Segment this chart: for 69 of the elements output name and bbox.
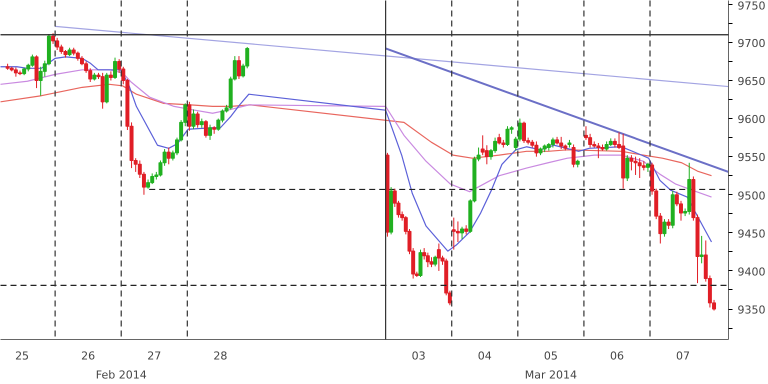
y-tick-label: 9350 <box>738 304 766 317</box>
candlestick <box>38 66 43 96</box>
x-tick-label: 25 <box>15 350 30 362</box>
y-tick-label: 9500 <box>738 189 766 202</box>
candlestick <box>700 235 704 264</box>
candlestick <box>646 162 650 172</box>
x-tick-label: 03 <box>412 350 426 362</box>
candlestick <box>572 144 576 168</box>
candlestick <box>480 134 485 156</box>
candlestick <box>634 156 638 176</box>
candlestick <box>629 154 634 171</box>
candlestick <box>204 120 208 138</box>
candlestick <box>426 252 430 268</box>
candlestick <box>196 111 200 128</box>
line-series <box>0 69 712 198</box>
candlestick <box>187 101 192 132</box>
candlestick <box>433 255 438 267</box>
candlestick <box>236 56 241 80</box>
y-tick-label: 9750 <box>738 0 766 12</box>
candlestick <box>604 140 609 152</box>
candlestick <box>108 70 113 81</box>
candlestick <box>484 144 489 165</box>
candlestick <box>464 224 468 235</box>
candlestick <box>559 136 564 150</box>
candlestick <box>30 54 34 68</box>
candlestick <box>418 249 422 278</box>
y-tick-label: 9450 <box>738 227 766 240</box>
y-tick-label: 9650 <box>738 74 766 88</box>
candlestick <box>497 133 502 145</box>
x-tick-label: 04 <box>478 350 492 362</box>
y-tick-label: 9400 <box>738 265 766 278</box>
x-tick-label: 07 <box>676 350 690 362</box>
candlestick <box>662 218 666 238</box>
y-tick-label: 9600 <box>738 113 766 126</box>
candlestick <box>642 160 646 171</box>
x-tick-label: 05 <box>544 350 558 362</box>
x2-tick-label: Feb 2014 <box>96 368 147 382</box>
x-tick-label: 27 <box>147 350 162 362</box>
x-tick-label: 26 <box>81 350 96 362</box>
candlestick <box>34 54 39 89</box>
candlestick <box>166 147 171 165</box>
line-series <box>0 84 712 176</box>
candlestick <box>200 118 204 128</box>
candlestick <box>113 57 118 80</box>
x2-tick-label: Mar 2014 <box>524 368 577 382</box>
candlestick <box>534 140 538 158</box>
candlestick <box>625 154 630 182</box>
x-tick-label: 28 <box>213 350 228 362</box>
candlestick <box>430 256 434 268</box>
candlestick <box>150 172 154 185</box>
candlestick <box>505 126 510 147</box>
line-series <box>0 56 712 252</box>
candlestick <box>550 137 555 148</box>
y-tick-label: 9550 <box>738 151 766 164</box>
candlestick <box>522 121 526 144</box>
candlestick <box>460 226 464 240</box>
y-tick-label: 9700 <box>738 36 766 50</box>
candlestick <box>208 124 212 140</box>
candlestick <box>76 51 80 62</box>
candlestick <box>192 108 196 130</box>
x-tick-label: 06 <box>610 350 624 362</box>
candlestick <box>55 37 60 51</box>
candlestick <box>638 158 642 178</box>
candlestick <box>596 142 600 159</box>
candlestick <box>59 44 64 54</box>
candlestick <box>666 218 671 230</box>
candlestick <box>436 243 441 272</box>
candlestick <box>14 67 18 78</box>
candlestick <box>452 217 456 250</box>
